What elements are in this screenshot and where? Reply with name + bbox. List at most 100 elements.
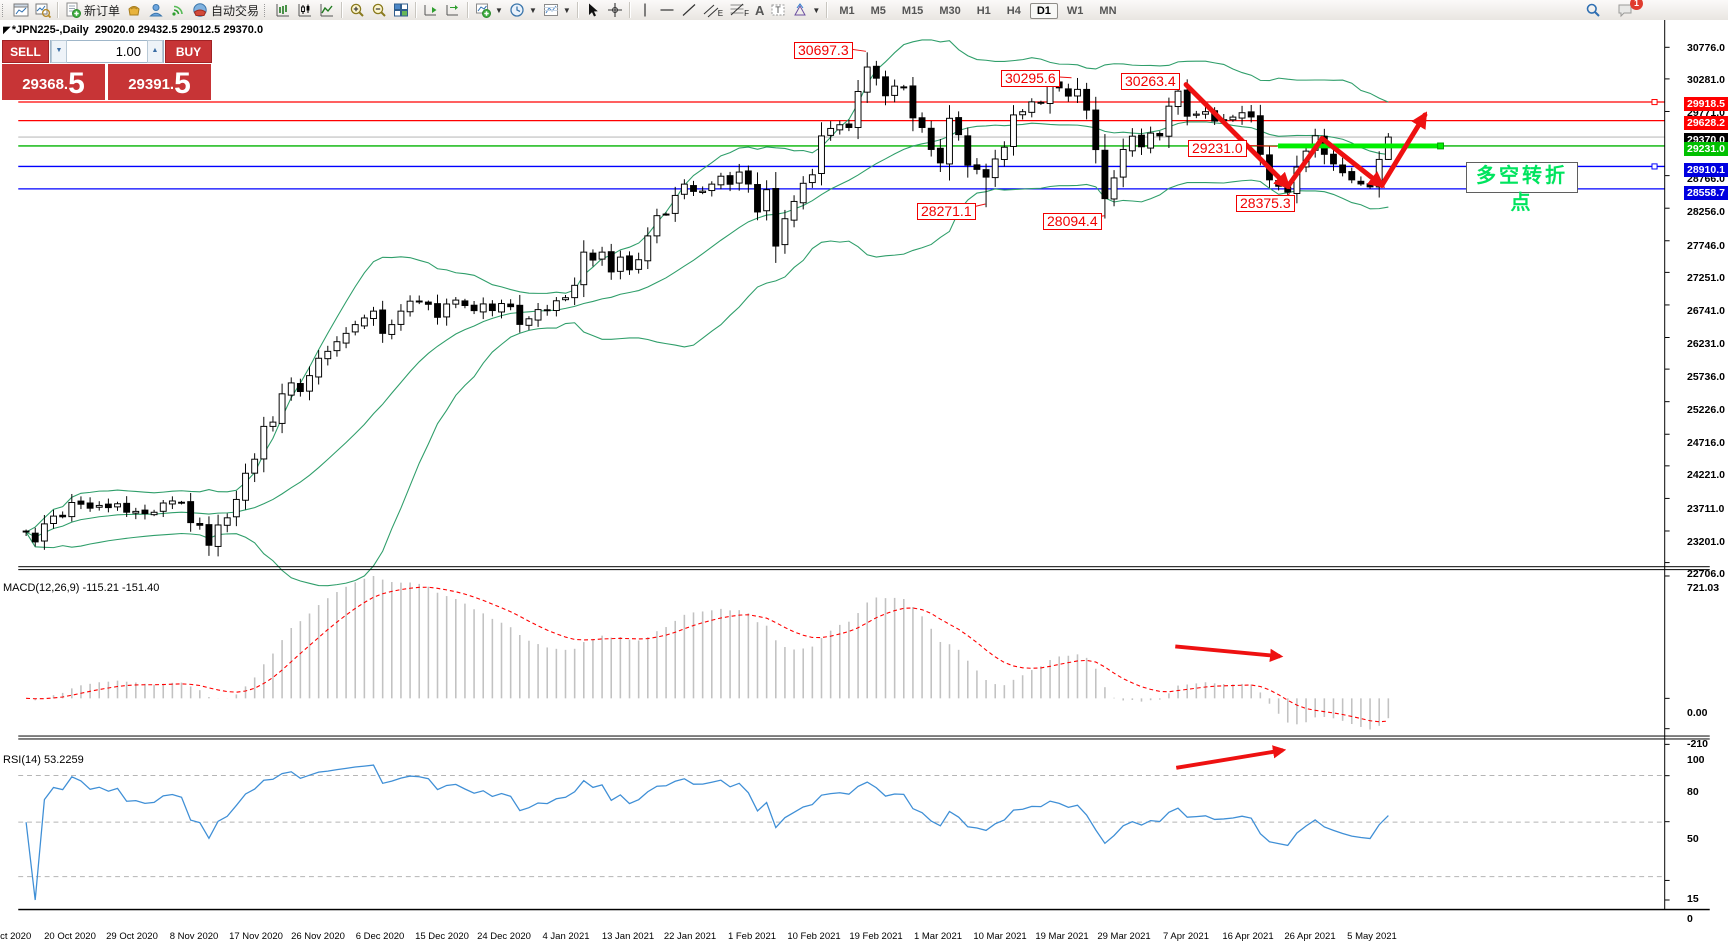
line-handle[interactable] xyxy=(1651,99,1658,106)
price-tag-annotation[interactable]: 28271.1 xyxy=(917,203,976,220)
volume-increase-button[interactable]: ▲ xyxy=(147,40,163,63)
date-axis-label[interactable]: 29 Mar 2021 xyxy=(1097,931,1151,942)
pane-separator[interactable] xyxy=(18,566,1710,568)
zoom-out-button[interactable] xyxy=(368,1,390,19)
date-axis-label[interactable]: 10 Feb 2021 xyxy=(787,931,841,942)
candlestick-chart-button[interactable] xyxy=(294,1,316,19)
date-axis-label[interactable]: 19 Feb 2021 xyxy=(849,931,903,942)
date-axis-label[interactable]: 26 Apr 2021 xyxy=(1284,931,1336,942)
volume-decrease-button[interactable]: ▼ xyxy=(51,40,67,63)
buy-price-main: 29391. xyxy=(128,76,175,93)
autotrading-button[interactable]: 自动交易 xyxy=(189,1,262,20)
price-tag-annotation[interactable]: 28375.3 xyxy=(1236,195,1295,212)
text-tool-button[interactable]: A xyxy=(752,2,767,19)
shapes-button[interactable]: ▼ xyxy=(789,1,823,19)
sell-price[interactable]: 29368. 5 xyxy=(2,64,105,100)
timeframe-h1-button[interactable]: H1 xyxy=(976,5,991,17)
new-order-button[interactable]: 新订单 xyxy=(62,1,123,20)
search-button[interactable] xyxy=(1582,1,1604,19)
date-axis-label[interactable]: 13 Jan 2021 xyxy=(601,931,655,942)
auto-scroll-button[interactable] xyxy=(420,1,442,19)
timeframe-d1-button[interactable]: D1 xyxy=(1029,3,1058,19)
line-chart-button[interactable] xyxy=(316,1,338,19)
rsi-trend-arrow[interactable] xyxy=(1175,745,1287,770)
pane-separator[interactable] xyxy=(18,908,1710,911)
toolbar-grip[interactable] xyxy=(264,3,269,17)
equidistant-channel-button[interactable]: E xyxy=(700,1,726,19)
chart-window[interactable]: ◤*JPN225-,Daily 29020.0 29432.5 29012.5 … xyxy=(0,20,1728,946)
buy-button[interactable]: BUY xyxy=(165,40,212,63)
zoom-out-icon xyxy=(372,3,386,17)
volume-stepper[interactable]: ▼ 1.00 ▲ xyxy=(50,40,164,63)
date-axis-label[interactable]: 19 Mar 2021 xyxy=(1035,931,1089,942)
pane-separator[interactable] xyxy=(18,735,1710,737)
toolbar-grip[interactable] xyxy=(2,3,7,17)
pane-separator[interactable] xyxy=(18,569,1710,571)
profiles-button[interactable] xyxy=(32,1,54,19)
price-tag-annotation[interactable]: 30697.3 xyxy=(794,42,853,59)
macd-trend-arrow[interactable] xyxy=(1175,644,1284,662)
text-label-button[interactable]: T xyxy=(767,1,789,19)
new-chart-button[interactable] xyxy=(10,1,32,19)
vertical-line-button[interactable] xyxy=(634,1,656,19)
timeframe-m1-button[interactable]: M1 xyxy=(839,5,855,17)
timeframe-m15-button[interactable]: M15 xyxy=(901,5,924,17)
timeframe-m5-button[interactable]: M5 xyxy=(870,5,886,17)
chart-plot[interactable] xyxy=(0,20,1728,946)
pane-separator[interactable] xyxy=(18,738,1710,740)
fibonacci-button[interactable]: F xyxy=(726,1,752,19)
date-axis-label[interactable]: 1 Oct 2020 xyxy=(0,931,32,942)
price-tag-annotation[interactable]: 30263.4 xyxy=(1121,73,1180,90)
tile-windows-button[interactable] xyxy=(390,1,412,19)
timeframe-w1-button[interactable]: W1 xyxy=(1066,5,1084,17)
templates-button[interactable]: ▼ xyxy=(540,1,574,19)
bar-chart-button[interactable] xyxy=(272,1,294,19)
date-axis-label[interactable]: 24 Dec 2020 xyxy=(477,931,531,942)
date-axis-label[interactable]: 7 Apr 2021 xyxy=(1163,931,1209,942)
date-axis-label[interactable]: 20 Oct 2020 xyxy=(44,931,96,942)
crosshair-button[interactable] xyxy=(604,1,626,19)
date-axis-label[interactable]: 10 Mar 2021 xyxy=(973,931,1027,942)
price-tag-annotation[interactable]: 30295.6 xyxy=(1001,70,1060,87)
buy-price[interactable]: 29391. 5 xyxy=(108,64,211,100)
trendline-button[interactable] xyxy=(678,1,700,19)
date-axis-label[interactable]: 16 Apr 2021 xyxy=(1222,931,1274,942)
date-axis-label[interactable]: 26 Nov 2020 xyxy=(291,931,345,942)
volume-value[interactable]: 1.00 xyxy=(115,44,141,59)
price-tag-annotation[interactable]: 29231.0 xyxy=(1188,140,1247,157)
date-axis-label[interactable]: 8 Nov 2020 xyxy=(169,931,219,942)
horizontal-line-button[interactable] xyxy=(656,1,678,19)
chevron-down-icon: ▼ xyxy=(812,5,821,15)
zoom-in-button[interactable] xyxy=(346,1,368,19)
date-axis-label[interactable]: 29 Oct 2020 xyxy=(106,931,158,942)
date-axis-label[interactable]: 22 Jan 2021 xyxy=(663,931,717,942)
cursor-button[interactable] xyxy=(582,1,604,19)
trend-arrow[interactable] xyxy=(1285,135,1325,189)
line-handle[interactable] xyxy=(1651,163,1658,170)
timeframe-mn-button[interactable]: MN xyxy=(1099,5,1117,17)
trend-arrow[interactable] xyxy=(1319,135,1386,188)
sell-button[interactable]: SELL xyxy=(2,40,49,63)
periods-button[interactable]: ▼ xyxy=(506,1,540,19)
date-axis-label[interactable]: 15 Dec 2020 xyxy=(415,931,469,942)
clock-icon xyxy=(510,3,524,17)
signals-button[interactable] xyxy=(167,1,189,19)
date-axis-label[interactable]: 5 May 2021 xyxy=(1347,931,1397,942)
trend-arrow[interactable] xyxy=(1183,82,1291,190)
segment-handle[interactable] xyxy=(1437,142,1444,150)
indicators-button[interactable]: ▼ xyxy=(472,1,506,19)
community-button[interactable] xyxy=(145,1,167,19)
date-axis-label[interactable]: 6 Dec 2020 xyxy=(355,931,405,942)
date-axis-label[interactable]: 1 Feb 2021 xyxy=(727,931,777,942)
note-annotation[interactable]: 多空转折点 xyxy=(1466,162,1578,214)
date-axis-label[interactable]: 1 Mar 2021 xyxy=(913,931,963,942)
date-axis-label[interactable]: 17 Nov 2020 xyxy=(229,931,283,942)
chart-shift-button[interactable] xyxy=(442,1,464,19)
date-axis-label[interactable]: 4 Jan 2021 xyxy=(542,931,590,942)
trend-arrow[interactable] xyxy=(1379,111,1428,188)
wallet-button[interactable] xyxy=(123,1,145,19)
timeframe-m30-button[interactable]: M30 xyxy=(939,5,961,17)
price-tag-annotation[interactable]: 28094.4 xyxy=(1043,213,1102,230)
timeframe-h4-button[interactable]: H4 xyxy=(1006,5,1021,17)
notifications-button[interactable]: 1 xyxy=(1614,0,1643,19)
